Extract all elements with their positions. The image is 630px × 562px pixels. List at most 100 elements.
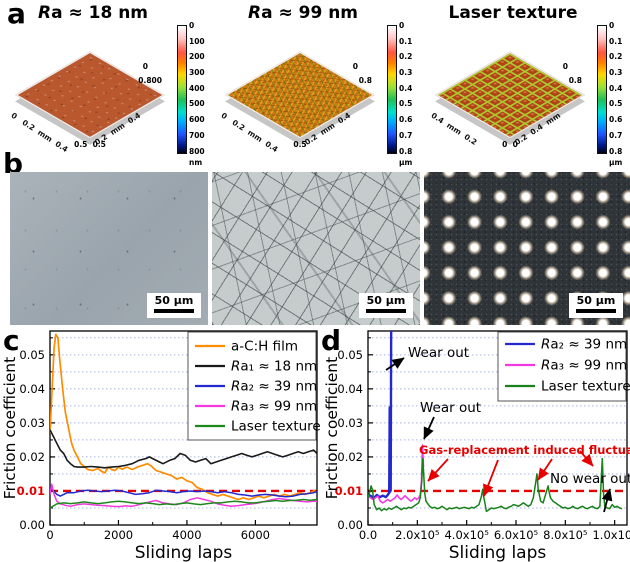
svg-text:Ra₃ ≈ 99 nm: Ra₃ ≈ 99 nm <box>231 399 317 415</box>
panel-label-b: b <box>3 147 24 180</box>
colorbar-tick: 0.3 <box>609 68 623 78</box>
svg-text:0: 0 <box>46 528 53 542</box>
colorbar-tick: 600 <box>189 115 205 125</box>
scale-bar-line <box>366 309 406 313</box>
scale-bar: 50 μm <box>359 292 413 318</box>
panel-b-micrographs: 50 μm 50 μm 50 μm <box>0 172 630 325</box>
svg-text:6000: 6000 <box>241 528 270 542</box>
svg-text:Friction coefficient: Friction coefficient <box>323 357 341 499</box>
scale-bar-label: 50 μm <box>576 293 616 307</box>
surface-cell-ra18: Ra ≈ 18 nm 0 0.2 mm 0.4 0.2 mm 0.4 0 0.8… <box>0 0 210 172</box>
colorbar-tick: 0.8 <box>609 146 623 156</box>
svg-text:0.05: 0.05 <box>337 348 363 362</box>
colorbar-tick: 0.2 <box>609 52 623 62</box>
colorbar-laser: 0 0.1 0.2 0.3 0.4 0.5 0.6 0.7 0.8 μm <box>597 22 627 170</box>
colorbar-tick: 0.1 <box>399 36 413 46</box>
z-axis-min-label: 0 <box>142 62 148 71</box>
colorbar-tick: 100 <box>189 36 205 46</box>
svg-text:a-C:H film: a-C:H film <box>231 339 298 355</box>
svg-text:Sliding laps: Sliding laps <box>135 543 233 562</box>
scale-bar: 50 μm <box>569 292 623 318</box>
colorbar-tick: 700 <box>189 130 205 140</box>
colorbar-tick-labels: 0 0.1 0.2 0.3 0.4 0.5 0.6 0.7 0.8 <box>609 22 622 155</box>
svg-text:4.0x10⁵: 4.0x10⁵ <box>444 528 489 542</box>
svg-text:Ra₁ ≈ 18 nm: Ra₁ ≈ 18 nm <box>231 359 317 375</box>
z-axis-min-label: 0 <box>352 62 358 71</box>
colorbar-tick: 0.4 <box>399 83 413 93</box>
colorbar-tick: 0.4 <box>609 83 623 93</box>
panel-label-c: c <box>3 324 20 357</box>
svg-text:Ra₂ ≈ 39 nm: Ra₂ ≈ 39 nm <box>541 337 627 353</box>
svg-text:1.0x10⁶: 1.0x10⁶ <box>592 528 630 542</box>
colorbar-tick-labels: 0 100 200 300 400 500 600 700 800 <box>189 22 205 155</box>
svg-text:Laser texture: Laser texture <box>231 419 321 435</box>
scale-bar-line <box>576 309 616 313</box>
axis-corner-label: 0 0 <box>502 140 518 149</box>
colorbar-tick: 0.7 <box>609 130 623 140</box>
svg-text:0.0: 0.0 <box>359 528 377 542</box>
svg-text:0.05: 0.05 <box>19 348 45 362</box>
svg-text:0.02: 0.02 <box>19 450 45 464</box>
colorbar-tick: 0.5 <box>399 99 413 109</box>
colorbar-gradient <box>387 25 397 154</box>
colorbar-tick: 200 <box>189 52 205 62</box>
svg-text:0.00: 0.00 <box>337 518 363 532</box>
surface-cell-ra99: Ra ≈ 99 nm 0 0.2 mm 0.4 0.2 mm 0.4 0 0.8… <box>210 0 420 172</box>
z-axis-min-label: 0 <box>562 62 568 71</box>
svg-text:4000: 4000 <box>172 528 201 542</box>
svg-text:Ra₂ ≈ 39 nm: Ra₂ ≈ 39 nm <box>231 379 317 395</box>
colorbar-tick-labels: 0 0.1 0.2 0.3 0.4 0.5 0.6 0.7 0.8 <box>399 22 412 155</box>
colorbar-tick: 0.2 <box>399 52 413 62</box>
svg-text:0.00: 0.00 <box>19 518 45 532</box>
colorbar-tick: 0 <box>609 21 615 30</box>
micrograph-laser-texture: 50 μm <box>424 172 630 325</box>
svg-text:Sliding laps: Sliding laps <box>449 543 547 562</box>
colorbar-tick: 0.6 <box>399 115 413 125</box>
surface-3d-laser: 0.4 mm 0.2 0.2 0.4 mm 0 0.8 0 0 <box>426 24 594 166</box>
svg-text:Friction coefficient: Friction coefficient <box>1 357 19 499</box>
colorbar-unit: nm <box>189 158 203 167</box>
colorbar-ra99: 0 0.1 0.2 0.3 0.4 0.5 0.6 0.7 0.8 μm <box>387 22 417 170</box>
svg-text:Wear out: Wear out <box>408 345 469 361</box>
colorbar-tick: 0.8 <box>399 146 413 156</box>
panel-label-a: a <box>7 0 26 30</box>
surface-3d-ra18: 0 0.2 mm 0.4 0.2 mm 0.4 0 0.800 0.5 0.5 <box>6 24 174 166</box>
colorbar-ra18: 0 100 200 300 400 500 600 700 800 nm <box>177 22 207 170</box>
axis-corner-label: 0.5 <box>293 140 307 149</box>
surface-title-ra18: Ra ≈ 18 nm <box>37 3 149 23</box>
svg-text:0.02: 0.02 <box>337 450 363 464</box>
colorbar-unit: μm <box>399 158 413 167</box>
svg-text:8.0x10⁵: 8.0x10⁵ <box>543 528 588 542</box>
panel-label-d: d <box>321 324 342 357</box>
svg-text:Gas-replacement induced fluctu: Gas-replacement induced fluctuation <box>419 443 630 457</box>
svg-text:0.04: 0.04 <box>19 382 45 396</box>
colorbar-tick: 0.6 <box>609 115 623 125</box>
colorbar-tick: 0.5 <box>609 99 623 109</box>
colorbar-gradient <box>177 25 187 154</box>
svg-text:0.04: 0.04 <box>337 382 363 396</box>
colorbar-tick: 0.1 <box>609 36 623 46</box>
micrograph-smooth: 50 μm <box>10 172 208 325</box>
colorbar-tick: 0 <box>189 21 195 30</box>
svg-text:Laser texture: Laser texture <box>541 379 630 395</box>
scale-bar-line <box>154 309 194 313</box>
svg-text:0.03: 0.03 <box>19 416 45 430</box>
scale-bar-label: 50 μm <box>154 293 194 307</box>
scale-bar: 50 μm <box>147 292 201 318</box>
svg-text:Wear out: Wear out <box>420 400 481 416</box>
svg-text:0.01: 0.01 <box>17 484 45 498</box>
z-axis-max-label: 0.8 <box>358 76 372 85</box>
axis-corner-label: 0.5 0.5 <box>74 140 106 149</box>
friction-chart-short-test: 0.00 0.01 0.02 0.03 0.04 0.05 0 2000 4000 6000 Sli… <box>1 330 321 562</box>
svg-text:0.01: 0.01 <box>335 484 363 498</box>
friction-chart-long-test: 0.00 0.01 0.02 0.03 0.04 0.05 0.0 2.0x10⁵ 4.0x10… <box>323 330 630 562</box>
colorbar-gradient <box>597 25 607 154</box>
scale-bar-label: 50 μm <box>366 293 406 307</box>
colorbar-tick: 500 <box>189 99 205 109</box>
surface-cell-laser: Laser texture 0.4 mm 0.2 0.2 0.4 mm 0 0.… <box>420 0 630 172</box>
surface-3d-ra99: 0 0.2 mm 0.4 0.2 mm 0.4 0 0.8 0.5 <box>216 24 384 166</box>
colorbar-tick: 300 <box>189 68 205 78</box>
svg-text:2.0x10⁵: 2.0x10⁵ <box>395 528 440 542</box>
surface-title-laser: Laser texture <box>448 3 578 23</box>
surface-title-ra99: Ra ≈ 99 nm <box>247 3 359 23</box>
